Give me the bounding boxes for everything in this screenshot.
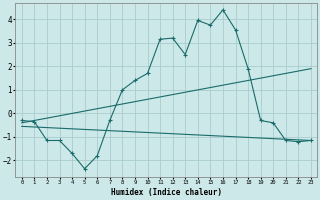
X-axis label: Humidex (Indice chaleur): Humidex (Indice chaleur)	[111, 188, 222, 197]
